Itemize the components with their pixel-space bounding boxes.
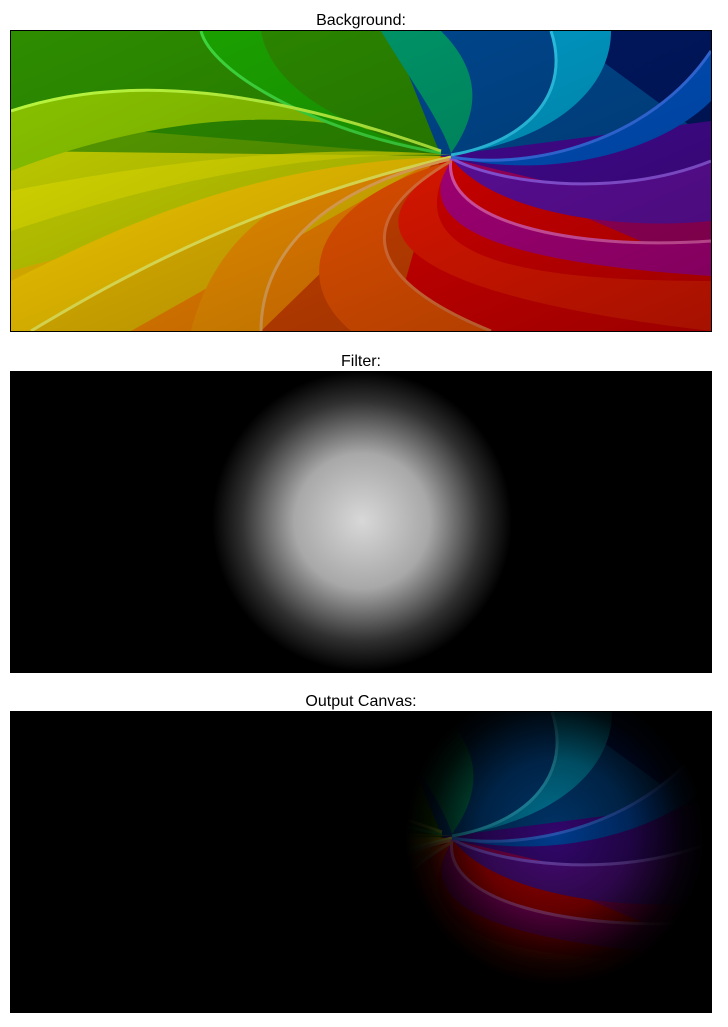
filter-section: Filter: <box>10 353 712 673</box>
filter-caption: Filter: <box>341 353 381 370</box>
background-caption: Background: <box>316 12 406 29</box>
filter-canvas <box>10 371 712 673</box>
output-section: Output Canvas: <box>10 693 712 1013</box>
output-canvas <box>10 711 712 1013</box>
filter-spot <box>212 371 512 671</box>
background-section: Background: <box>10 12 712 332</box>
output-caption: Output Canvas: <box>305 693 417 710</box>
background-image <box>10 30 712 332</box>
